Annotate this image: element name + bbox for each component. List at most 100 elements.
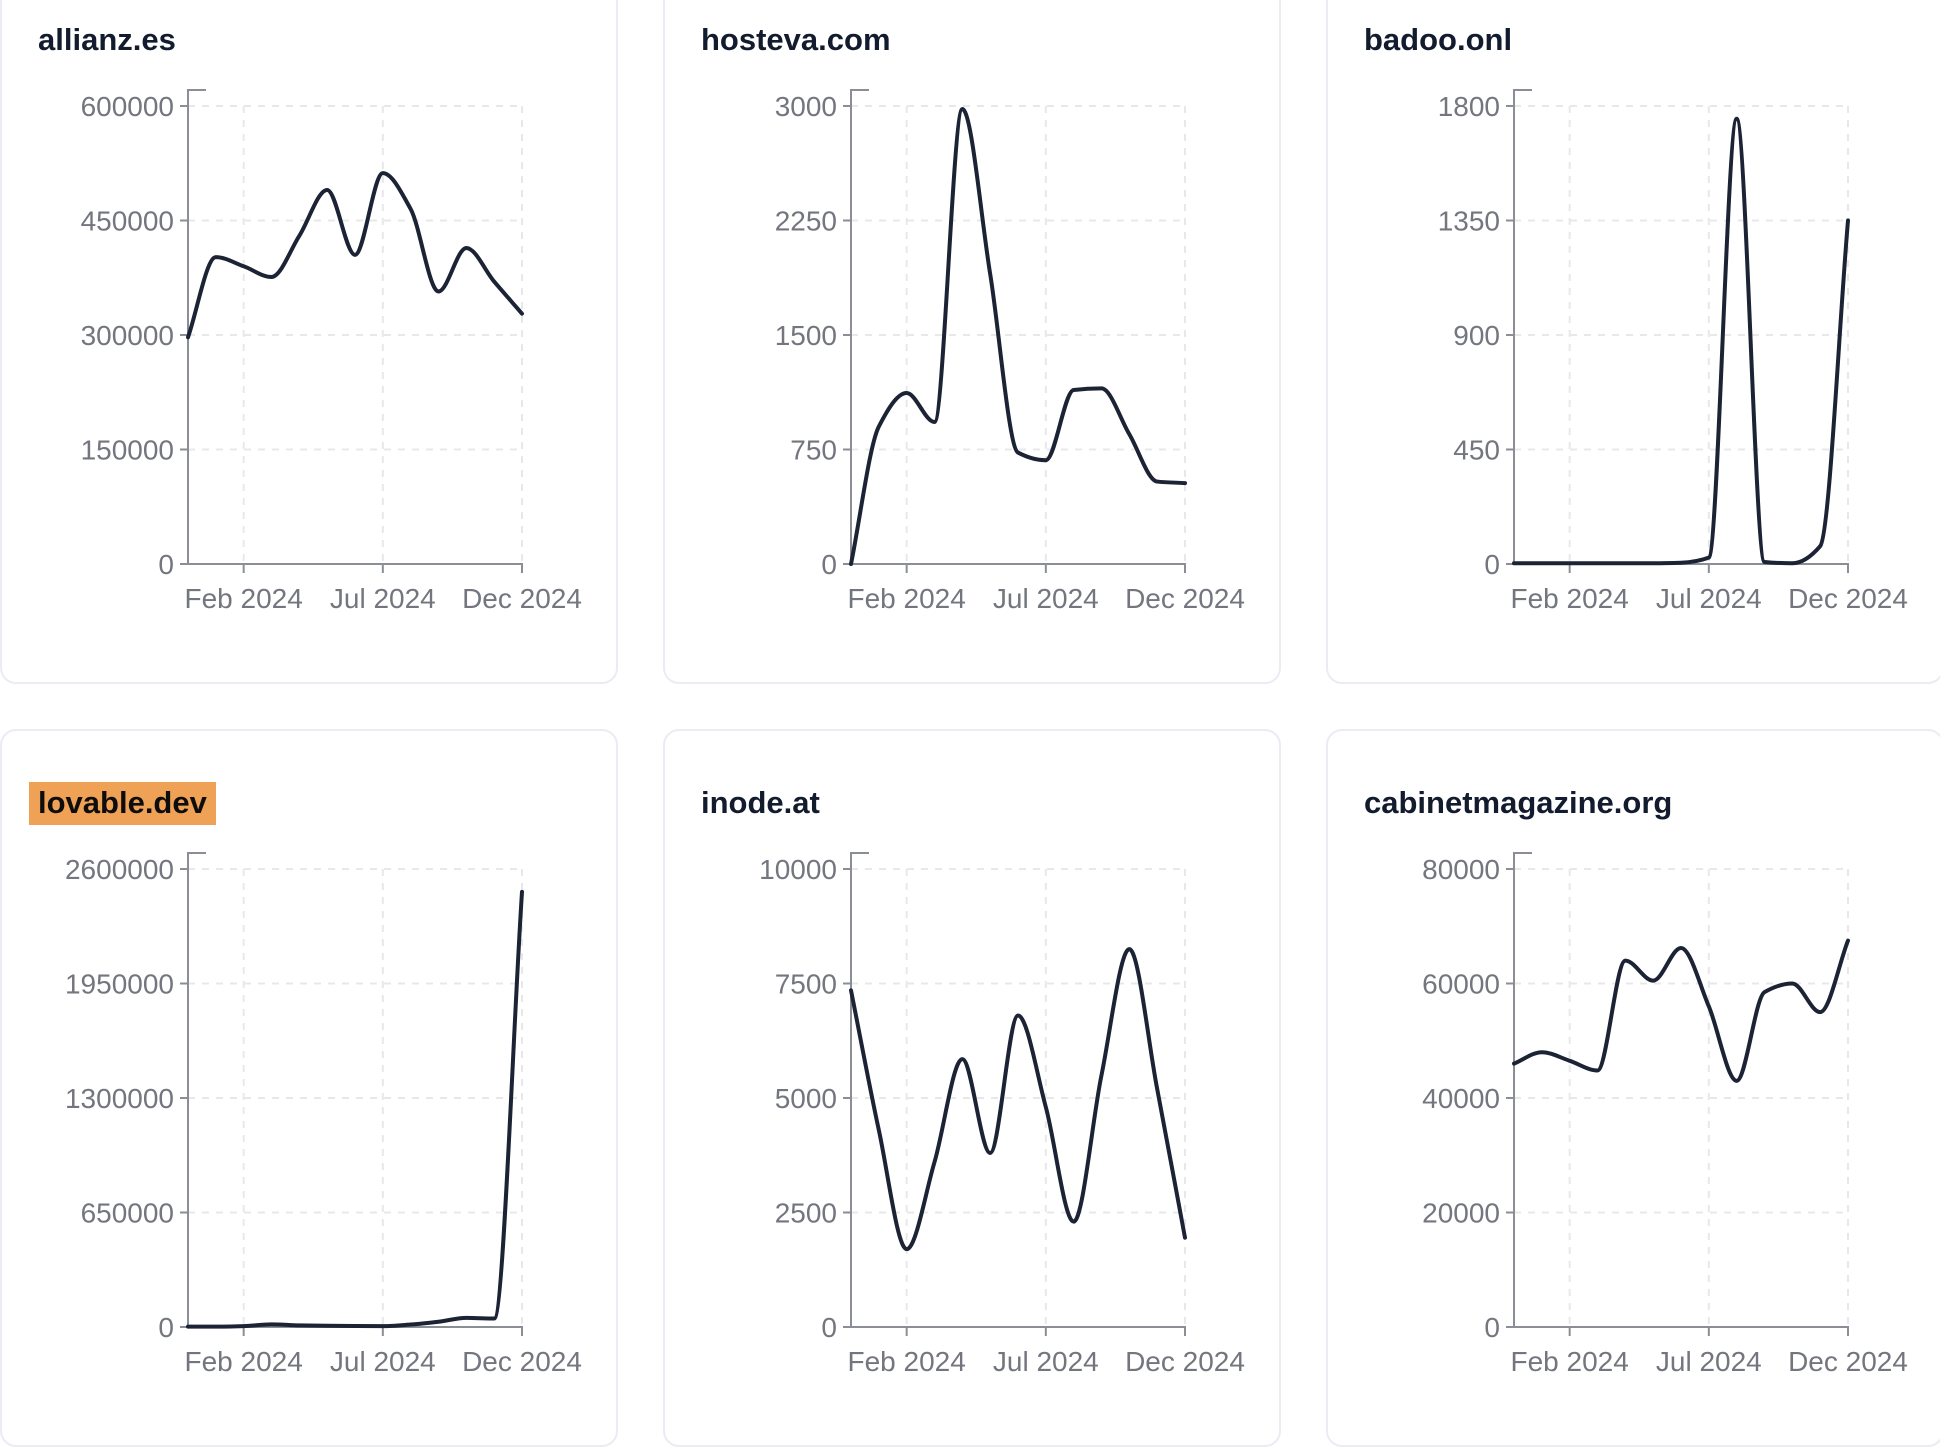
gridlines <box>188 105 523 564</box>
y-tick-label: 10000 <box>759 854 837 885</box>
y-tick-label: 0 <box>821 549 837 580</box>
y-tick-label: 600000 <box>81 91 174 122</box>
y-tick-label: 60000 <box>1422 969 1500 1000</box>
y-tick-label: 900 <box>1453 320 1500 351</box>
x-tick-label: Feb 2024 <box>1511 583 1629 614</box>
tick-labels: 0 450 900 1350 1800 Feb 2024 Jul 2024 Dec 2024 <box>1438 91 1908 614</box>
line-chart: 0 650000 1300000 1950000 2600000 Feb 2024 Jul … <box>65 852 582 1377</box>
line-chart: 0 750 1500 2250 3000 Feb 2024 Jul 2024 Dec 2024 <box>775 89 1245 614</box>
x-tick-label: Jul 2024 <box>993 583 1099 614</box>
chart-card-lovable-dev: lovable.dev 0 650000 1300000 1950000 2600000… <box>0 729 618 1447</box>
x-tick-label: Feb 2024 <box>185 1346 303 1377</box>
chart-title: cabinetmagazine.org <box>1364 781 1940 825</box>
trend-line <box>849 107 1187 566</box>
domain-name: inode.at <box>701 785 820 820</box>
axis-domain <box>850 852 1186 1336</box>
x-tick-label: Dec 2024 <box>462 1346 582 1377</box>
axis-domain <box>1513 89 1849 573</box>
x-tick-label: Feb 2024 <box>185 583 303 614</box>
x-tick-label: Jul 2024 <box>330 1346 436 1377</box>
trend-line <box>186 171 524 340</box>
y-tick-label: 80000 <box>1422 854 1500 885</box>
x-tick-label: Dec 2024 <box>1788 1346 1908 1377</box>
domain-name: cabinetmagazine.org <box>1364 785 1673 820</box>
y-tick-label: 0 <box>821 1312 837 1343</box>
line-chart: 0 450 900 1350 1800 Feb 2024 Jul 2024 Dec 2024 <box>1438 89 1908 614</box>
tick-labels: 0 2500 5000 7500 10000 Feb 2024 Jul 2024 Dec 20… <box>759 854 1245 1377</box>
x-tick-label: Jul 2024 <box>330 583 436 614</box>
y-tick-label: 450 <box>1453 435 1500 466</box>
y-tick-label: 750 <box>790 435 837 466</box>
y-tick-label: 1350 <box>1438 206 1500 237</box>
line-chart: 0 150000 300000 450000 600000 Feb 2024 Jul 202… <box>81 89 582 614</box>
trend-line <box>186 889 524 1329</box>
y-tick-label: 0 <box>1484 549 1500 580</box>
axes <box>1506 852 1849 1336</box>
y-tick-label: 0 <box>158 549 174 580</box>
x-tick-label: Dec 2024 <box>1125 583 1245 614</box>
chart-title: allianz.es <box>38 18 616 62</box>
axis-domain <box>1513 852 1849 1336</box>
axes <box>180 852 523 1336</box>
axis-domain <box>187 89 523 573</box>
y-tick-label: 2600000 <box>65 854 174 885</box>
y-tick-label: 300000 <box>81 320 174 351</box>
gridlines <box>1514 105 1849 564</box>
y-tick-label: 1300000 <box>65 1083 174 1114</box>
x-tick-label: Feb 2024 <box>848 1346 966 1377</box>
axis-domain <box>850 89 1186 573</box>
y-tick-label: 1500 <box>775 320 837 351</box>
chart-card-hosteva-com: hosteva.com 0 750 1500 2250 3000 Feb 2024 Jul … <box>663 0 1281 684</box>
axes <box>1506 89 1849 573</box>
domain-name: allianz.es <box>38 22 176 57</box>
tick-labels: 0 750 1500 2250 3000 Feb 2024 Jul 2024 Dec 2024 <box>775 91 1245 614</box>
y-tick-label: 1950000 <box>65 969 174 1000</box>
y-tick-label: 450000 <box>81 206 174 237</box>
trend-line <box>1512 116 1850 566</box>
chart-title: lovable.dev <box>29 781 616 825</box>
y-tick-label: 0 <box>1484 1312 1500 1343</box>
tick-labels: 0 650000 1300000 1950000 2600000 Feb 2024 Jul … <box>65 854 582 1377</box>
chart-card-inode-at: inode.at 0 2500 5000 7500 10000 Feb 2024 Jul 2… <box>663 729 1281 1447</box>
y-tick-label: 150000 <box>81 435 174 466</box>
x-tick-label: Dec 2024 <box>462 583 582 614</box>
chart-card-allianz-es: allianz.es 0 150000 300000 450000 600000 Feb … <box>0 0 618 684</box>
trend-line <box>849 947 1187 1252</box>
y-tick-label: 650000 <box>81 1198 174 1229</box>
y-tick-label: 5000 <box>775 1083 837 1114</box>
x-tick-label: Feb 2024 <box>848 583 966 614</box>
chart-title: badoo.onl <box>1364 18 1940 62</box>
gridlines <box>851 868 1186 1327</box>
axis-domain <box>187 852 523 1336</box>
trend-line <box>1512 938 1850 1083</box>
y-tick-label: 3000 <box>775 91 837 122</box>
y-tick-label: 2500 <box>775 1198 837 1229</box>
domain-name: badoo.onl <box>1364 22 1513 57</box>
x-tick-label: Jul 2024 <box>1656 1346 1762 1377</box>
x-tick-label: Feb 2024 <box>1511 1346 1629 1377</box>
x-tick-label: Jul 2024 <box>993 1346 1099 1377</box>
y-tick-label: 0 <box>158 1312 174 1343</box>
y-tick-label: 2250 <box>775 206 837 237</box>
line-chart: 0 20000 40000 60000 80000 Feb 2024 Jul 2024 Dec… <box>1422 852 1908 1377</box>
axes <box>843 852 1186 1336</box>
domain-name highlighted-search-match: lovable.dev <box>29 782 216 825</box>
chart-card-badoo-onl: badoo.onl 0 450 900 1350 1800 Feb 2024 Jul 202… <box>1326 0 1940 684</box>
tick-labels: 0 150000 300000 450000 600000 Feb 2024 Jul 202… <box>81 91 582 614</box>
x-tick-label: Jul 2024 <box>1656 583 1762 614</box>
chart-title: inode.at <box>701 781 1279 825</box>
gridlines <box>851 105 1186 564</box>
y-tick-label: 40000 <box>1422 1083 1500 1114</box>
gridlines <box>188 868 523 1327</box>
y-tick-label: 7500 <box>775 969 837 1000</box>
axes <box>180 89 523 573</box>
domain-name: hosteva.com <box>701 22 891 57</box>
tick-labels: 0 20000 40000 60000 80000 Feb 2024 Jul 2024 Dec… <box>1422 854 1908 1377</box>
y-tick-label: 1800 <box>1438 91 1500 122</box>
chart-card-cabinetmagazine-org: cabinetmagazine.org 0 20000 40000 60000 8000… <box>1326 729 1940 1447</box>
gridlines <box>1514 868 1849 1327</box>
y-tick-label: 20000 <box>1422 1198 1500 1229</box>
line-chart: 0 2500 5000 7500 10000 Feb 2024 Jul 2024 Dec 20… <box>759 852 1245 1377</box>
chart-title: hosteva.com <box>701 18 1279 62</box>
